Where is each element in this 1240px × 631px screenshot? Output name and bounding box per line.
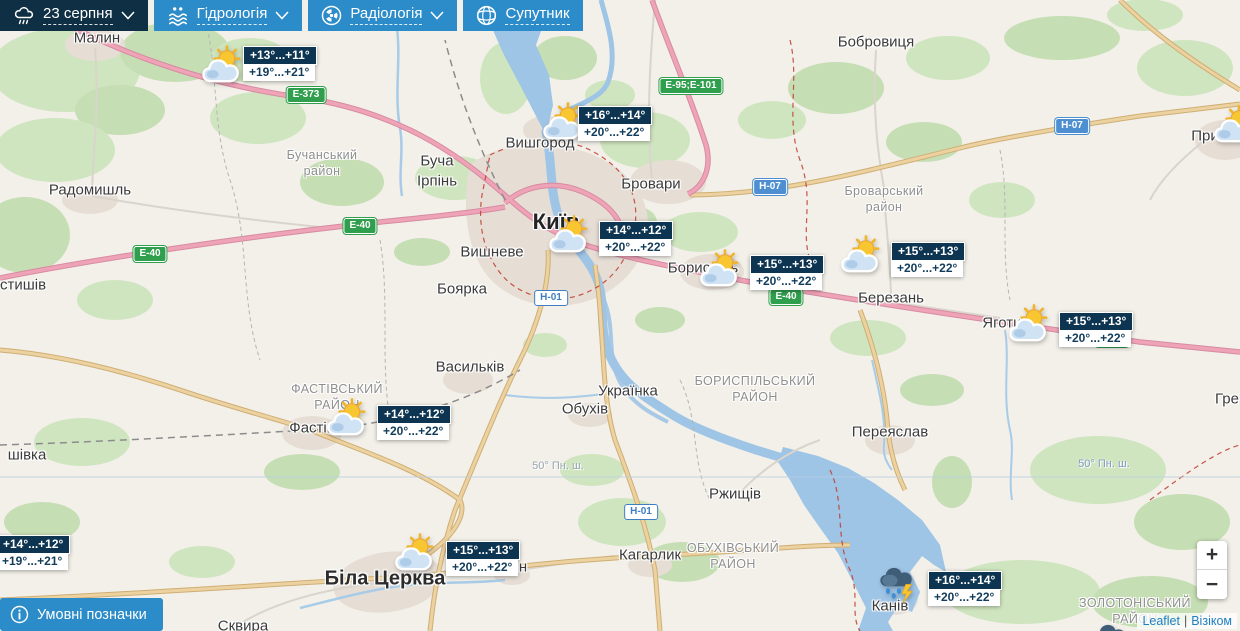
e-roads-layer [0, 0, 1240, 355]
sun-cloud-icon[interactable] [326, 394, 373, 446]
sun-cloud-icon[interactable] [548, 211, 595, 263]
boundary-layer [199, 0, 1240, 631]
cloud-rain-icon [14, 6, 34, 24]
sun-cloud-icon[interactable] [201, 41, 248, 93]
sun-cloud-icon[interactable] [1008, 300, 1055, 352]
temperature-label[interactable]: +15°...+13° +20°...+22° [750, 255, 825, 290]
zoom-control: + − [1197, 541, 1227, 599]
railway-layer [0, 39, 521, 446]
globe-icon [477, 5, 497, 26]
leaflet-link[interactable]: Leaflet [1142, 614, 1180, 628]
minor-roads-layer [91, 0, 1206, 623]
zoom-out-button[interactable]: − [1197, 570, 1227, 599]
info-icon [10, 605, 29, 624]
zoom-in-button[interactable]: + [1197, 541, 1227, 570]
sun-cloud-icon[interactable] [699, 245, 746, 297]
attribution-separator: | [1183, 614, 1188, 628]
satellite-button[interactable]: Супутник [463, 0, 583, 31]
temperature-label[interactable]: +13°...+11° +19°...+21° [243, 46, 317, 81]
vizicom-link[interactable]: Візіком [1191, 614, 1232, 628]
toolbar: 23 серпня Гідрологія [0, 0, 583, 31]
sun-cloud-icon[interactable] [394, 529, 441, 581]
sun-cloud-icon[interactable] [840, 231, 887, 283]
map-attribution: Leaflet | Візіком [1137, 613, 1237, 629]
legend-button[interactable]: Умовні позначки [0, 598, 163, 631]
storm-icon[interactable] [877, 560, 921, 609]
radiology-button[interactable]: Радіологія [308, 0, 458, 31]
date-label: 23 серпня [43, 5, 113, 26]
legend-label: Умовні позначки [37, 606, 147, 623]
temperature-label[interactable]: +16°...+14° +20°...+22° [928, 571, 1003, 606]
satellite-label: Супутник [505, 5, 570, 26]
hydrology-label: Гідрологія [196, 5, 268, 26]
chevron-down-icon [121, 11, 135, 20]
radiation-icon [322, 5, 342, 26]
radiology-label: Радіологія [350, 5, 423, 26]
urban-layer [62, 29, 1240, 615]
temperature-label[interactable]: +15°...+13° +20°...+22° [446, 541, 521, 576]
chevron-down-icon [275, 11, 289, 20]
temperature-label[interactable]: +15°...+13° +20°...+22° [1059, 312, 1134, 347]
hydrology-button[interactable]: Гідрологія [153, 0, 303, 31]
date-selector-button[interactable]: 23 серпня [0, 0, 148, 31]
temperature-label[interactable]: +14°...+12° +20°...+22° [599, 221, 674, 256]
storm-icon[interactable] [1091, 617, 1135, 631]
temperature-label[interactable]: +15°...+13° +20°...+22° [891, 242, 966, 277]
chevron-down-icon [430, 11, 445, 20]
temperature-label[interactable]: +14°...+12° +20°...+22° [377, 405, 452, 440]
hydrology-waves-icon [168, 6, 187, 26]
sun-cloud-icon[interactable] [1213, 101, 1240, 153]
temperature-label[interactable]: +14°...+12° +19°...+21° [0, 535, 71, 570]
temperature-label[interactable]: +16°...+14° +20°...+22° [578, 106, 653, 141]
